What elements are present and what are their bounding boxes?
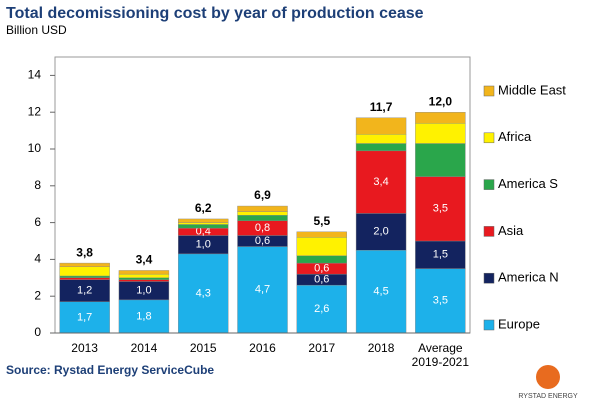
- bar-segment: [237, 215, 288, 221]
- total-label: 6,2: [195, 201, 212, 215]
- total-label: 3,8: [76, 245, 93, 259]
- y-tick-label: 12: [28, 104, 42, 118]
- y-tick-label: 2: [34, 288, 41, 302]
- value-label: 1,8: [136, 310, 151, 322]
- bar-segment: [415, 176, 466, 242]
- bar-segment: [415, 240, 466, 269]
- legend-label: Middle East: [498, 82, 566, 97]
- x-tick-label: 2013: [71, 341, 98, 355]
- value-label: 1,5: [433, 249, 448, 261]
- bar-segment: [237, 211, 288, 216]
- value-label: 0,6: [314, 274, 329, 286]
- value-label: 0,8: [255, 222, 270, 234]
- bar-segment: [355, 134, 407, 144]
- bar-segment: [355, 213, 407, 251]
- total-label: 6,9: [254, 188, 271, 202]
- bar-segment: [415, 111, 466, 124]
- y-tick-label: 0: [34, 325, 41, 339]
- y-tick-label: 4: [34, 252, 41, 266]
- bar-segment: [355, 117, 407, 135]
- x-tick-label: 2017: [308, 341, 336, 355]
- value-label: 3,5: [433, 203, 448, 215]
- bar-segment: [59, 266, 110, 277]
- bar-segment: [59, 262, 110, 267]
- bar-segment: [296, 237, 347, 256]
- x-tick-label: 2014: [130, 341, 158, 355]
- value-label: 0,6: [314, 263, 329, 275]
- bar-segment: [296, 284, 347, 334]
- bar-segment: [355, 150, 407, 214]
- legend-swatch: [483, 179, 495, 190]
- x-tick-label: Average 2019-2021: [411, 341, 470, 369]
- value-label: 0,4: [196, 226, 211, 238]
- value-label: 0,6: [255, 235, 270, 247]
- total-label: 11,7: [370, 100, 393, 114]
- bar-segment: [178, 224, 229, 229]
- value-label: 4,3: [196, 287, 211, 299]
- bar-segment: [59, 277, 110, 280]
- chart-subtitle: Billion USD: [6, 23, 67, 37]
- legend-swatch: [483, 272, 495, 284]
- total-label: 5,5: [313, 214, 330, 228]
- legend-label: America N: [498, 270, 559, 285]
- value-label: 1,2: [77, 285, 92, 297]
- bar-segment: [415, 123, 466, 144]
- value-label: 2,6: [314, 303, 329, 315]
- source: Source: Rystad Energy ServiceCube: [6, 363, 214, 377]
- bar-segment: [118, 270, 170, 275]
- bar-segment: [237, 205, 288, 212]
- bar-segment: [118, 273, 170, 278]
- logo-text: RYSTAD ENERGY: [518, 393, 578, 400]
- value-label: 4,5: [373, 286, 388, 298]
- value-label: 1,7: [77, 311, 92, 323]
- legend-label: Europe: [498, 316, 540, 331]
- bar-segment: [118, 277, 170, 280]
- legend-swatch: [483, 226, 495, 237]
- bar-segment: [118, 279, 170, 282]
- value-label: 3,5: [433, 295, 448, 307]
- legend-swatch: [483, 319, 495, 331]
- bar-segment: [415, 143, 466, 177]
- bar-segment: [355, 249, 407, 334]
- bar-segment: [355, 143, 407, 152]
- y-tick-label: 10: [28, 141, 42, 155]
- bar-segment: [237, 246, 288, 334]
- value-label: 3,4: [373, 176, 388, 188]
- y-tick-label: 8: [34, 178, 41, 192]
- y-tick-label: 6: [34, 215, 41, 229]
- value-label: 4,7: [255, 284, 270, 296]
- value-label: 1,0: [136, 285, 151, 297]
- bar-segment: [59, 275, 110, 278]
- x-tick-label: 2018: [367, 341, 395, 355]
- legend-swatch: [483, 132, 495, 144]
- bar-segment: [178, 253, 229, 334]
- legend-label: Africa: [498, 129, 532, 144]
- legend-swatch: [483, 85, 495, 97]
- legend-label: America S: [498, 176, 558, 191]
- logo-icon: [536, 365, 560, 389]
- value-label: 2,0: [373, 226, 388, 238]
- x-tick-label: 2016: [249, 341, 276, 355]
- bar-segment: [296, 255, 347, 264]
- bar-segment: [59, 301, 110, 334]
- bar-segment: [118, 299, 170, 334]
- bar-segment: [415, 268, 466, 334]
- x-tick-label: 2015: [189, 341, 217, 355]
- total-label: 3,4: [136, 253, 153, 267]
- bar-segment: [178, 222, 229, 225]
- chart-title: Total decomissioning cost by year of pro…: [6, 5, 424, 22]
- y-tick-label: 14: [28, 68, 42, 82]
- legend-label: Asia: [498, 223, 524, 238]
- total-label: 12,0: [429, 94, 453, 108]
- value-label: 1,0: [196, 239, 211, 251]
- bar-segment: [296, 231, 347, 238]
- bar-segment: [178, 218, 229, 223]
